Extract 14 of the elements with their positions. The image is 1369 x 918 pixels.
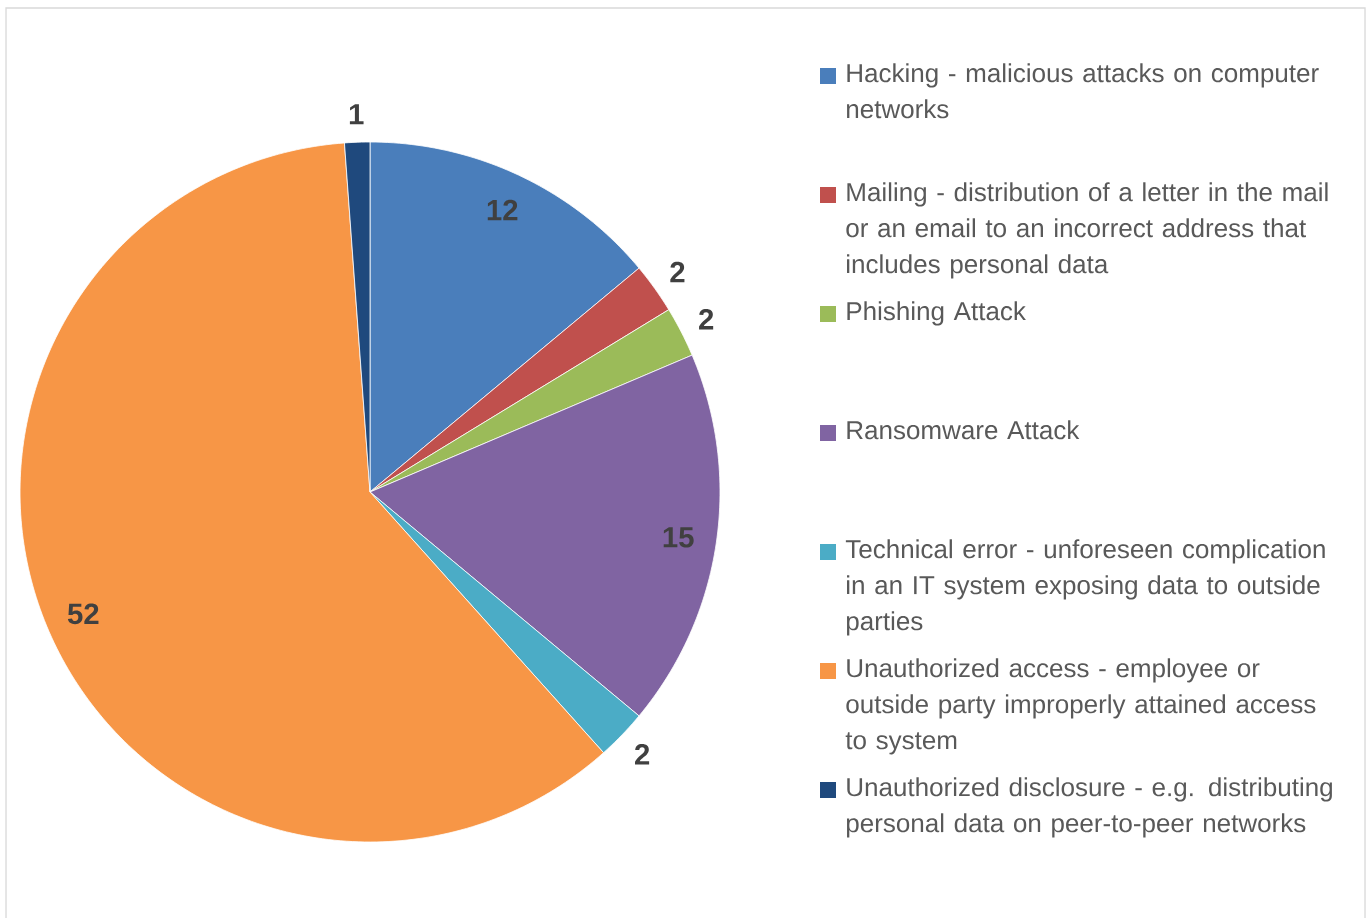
legend-label: Mailing - distribution of a letter in the mail or an email to an incorrect address that includes personal data <box>846 182 1328 279</box>
data-label: 12 <box>487 199 518 221</box>
data-label: 52 <box>67 603 99 625</box>
data-label: 15 <box>663 527 694 548</box>
legend-label: Unauthorized access - employee or outside party improperly attained access to system <box>845 658 1316 755</box>
legend-label: Unauthorized disclosure - e.g. distributing personal data on peer-to-peer networks <box>846 777 1332 838</box>
data-label: 1 <box>349 104 364 125</box>
legend-label: Hacking - malicious attacks on computer networks <box>847 63 1319 119</box>
data-label: 2 <box>699 308 714 330</box>
legend-label: Ransomware Attack <box>847 420 1080 440</box>
data-label: 2 <box>635 744 650 765</box>
legend-label: Phishing Attack <box>847 301 1026 326</box>
legend-label: Technical error - unforeseen complication in an IT system exposing data to outside parties <box>845 539 1325 636</box>
data-label: 2 <box>670 261 685 283</box>
